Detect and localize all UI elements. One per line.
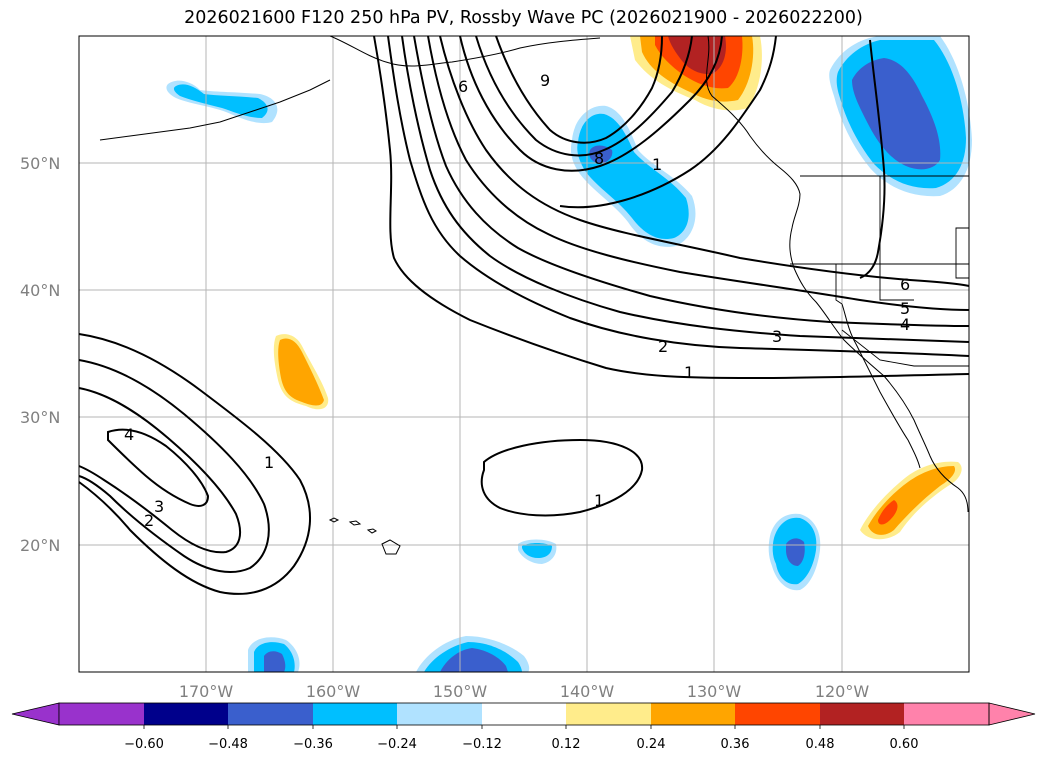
colorbar-segment [566, 703, 651, 725]
contour-label: 1 [264, 453, 274, 472]
lon-label-160w: 160°W [306, 682, 361, 701]
coastlines [99, 35, 969, 555]
colorbar-segment [820, 703, 904, 725]
longitude-labels: 170°W 160°W 150°W 140°W 130°W 120°W [179, 682, 870, 701]
gridlines [79, 36, 969, 672]
contour-label: 3 [772, 327, 782, 346]
colorbar-extend-max [988, 702, 1036, 726]
colorbar-segment [228, 703, 313, 725]
colorbar-outline [58, 702, 990, 726]
colorbar-segment [59, 703, 144, 725]
colorbar-tick-label: 0.12 [552, 737, 581, 752]
lon-label-140w: 140°W [560, 682, 615, 701]
colorbar-tick-label: −0.60 [124, 737, 164, 752]
contour-label: 6 [900, 275, 910, 294]
contour-label: 2 [658, 337, 668, 356]
map-title: 2026021600 F120 250 hPa PV, Rossby Wave … [184, 8, 863, 28]
contour-label: 1 [652, 155, 662, 174]
colorbar-segment [397, 703, 482, 725]
contour-label: 4 [124, 425, 134, 444]
colorbar-segment [482, 703, 566, 725]
colorbar-tick-label: 0.24 [637, 737, 666, 752]
colorbar-segment [651, 703, 735, 725]
contour-label: 2 [144, 511, 154, 530]
colorbar-tick-label: 0.48 [806, 737, 835, 752]
colorbar: −0.60 −0.48 −0.36 −0.24 −0.12 0.12 0.24 … [11, 702, 1036, 752]
contour-label: 3 [154, 497, 164, 516]
contour-label: 1 [594, 491, 604, 510]
lon-label-130w: 130°W [687, 682, 742, 701]
lat-label-20n: 20°N [20, 536, 60, 555]
contour-label: 1 [684, 363, 694, 382]
contour-labels: 9 6 8 1 6 5 4 3 2 1 1 4 3 2 1 [124, 71, 910, 530]
contour-label: 6 [458, 77, 468, 96]
lon-label-150w: 150°W [433, 682, 488, 701]
colorbar-tick-label: 0.36 [721, 737, 750, 752]
colorbar-segment [313, 703, 397, 725]
colorbar-segment [735, 703, 820, 725]
lat-label-40n: 40°N [20, 281, 60, 300]
colorbar-tick-label: −0.36 [293, 737, 333, 752]
lon-label-170w: 170°W [179, 682, 234, 701]
lat-label-50n: 50°N [20, 154, 60, 173]
map-area[interactable] [79, 36, 969, 672]
contour-label: 4 [900, 315, 910, 334]
latitude-labels: 50°N 40°N 30°N 20°N [20, 154, 60, 555]
map-border [78, 35, 970, 673]
colorbar-segment [904, 703, 989, 725]
colorbar-tick-labels: −0.60 −0.48 −0.36 −0.24 −0.12 0.12 0.24 … [124, 737, 918, 752]
colorbar-extend-min [11, 702, 60, 726]
contour-label: 9 [540, 71, 550, 90]
colorbar-tick-label: −0.24 [377, 737, 417, 752]
contour-label: 8 [594, 149, 604, 168]
colorbar-tick-label: −0.48 [208, 737, 248, 752]
colorbar-tick-label: −0.12 [462, 737, 502, 752]
contour-label: 5 [900, 299, 910, 318]
colorbar-segment [144, 703, 228, 725]
colorbar-ticks [143, 725, 905, 729]
lat-label-30n: 30°N [20, 408, 60, 427]
colorbar-tick-label: 0.60 [890, 737, 919, 752]
lon-label-120w: 120°W [815, 682, 870, 701]
pv-contours [78, 35, 970, 595]
